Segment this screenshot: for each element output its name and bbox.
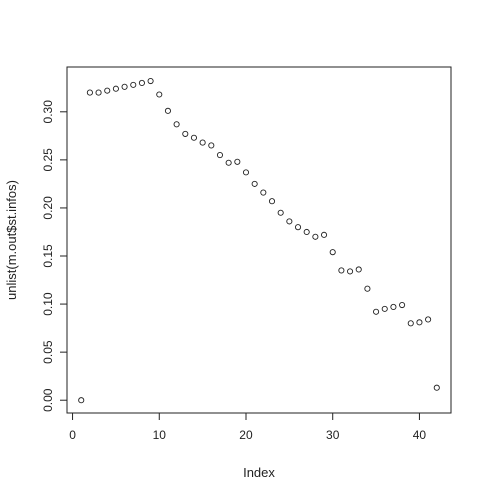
- x-tick-label: 10: [153, 428, 167, 442]
- data-point: [364, 285, 371, 292]
- data-point: [242, 169, 250, 176]
- x-axis: 0 10 20 30 40: [69, 412, 427, 442]
- data-point: [407, 320, 414, 327]
- y-axis-label: unlist(m.out$st.infos): [4, 180, 19, 300]
- data-point: [251, 180, 258, 187]
- x-tick-label: 0: [69, 428, 76, 442]
- data-point: [112, 85, 119, 92]
- y-tick-label: 0.00: [41, 388, 55, 412]
- data-point: [260, 189, 267, 196]
- data-point: [78, 397, 85, 404]
- y-tick-label: 0.25: [41, 148, 55, 172]
- data-point: [433, 384, 440, 391]
- data-point: [320, 231, 328, 238]
- data-point: [164, 107, 171, 114]
- data-point: [277, 209, 284, 216]
- data-point: [416, 319, 423, 326]
- data-point: [303, 228, 310, 236]
- data-point: [294, 224, 302, 231]
- data-point: [338, 267, 345, 274]
- data-point: [216, 152, 224, 159]
- data-point: [347, 268, 354, 275]
- data-point: [173, 121, 180, 128]
- data-point: [156, 91, 163, 98]
- data-point: [130, 81, 137, 88]
- data-point: [312, 233, 319, 240]
- y-tick-label: 0.10: [41, 292, 55, 316]
- data-point: [104, 87, 111, 94]
- data-point: [425, 316, 432, 323]
- y-tick-label: 0.30: [41, 100, 55, 124]
- data-point: [329, 249, 336, 256]
- data-point: [208, 142, 215, 149]
- data-point: [225, 159, 232, 166]
- data-point: [286, 218, 293, 225]
- x-tick-label: 40: [413, 428, 427, 442]
- data-point: [182, 130, 189, 137]
- data-point: [399, 301, 406, 309]
- y-axis: 0.00 0.05 0.10 0.15 0.20 0.25 0.30: [41, 100, 68, 412]
- data-point: [147, 77, 154, 85]
- data-point: [138, 79, 145, 87]
- data-point: [381, 305, 388, 312]
- y-tick-label: 0.15: [41, 244, 55, 268]
- data-points: [78, 77, 440, 404]
- data-point: [355, 266, 362, 273]
- x-axis-label: Index: [243, 465, 275, 480]
- data-point: [373, 308, 380, 315]
- data-point: [121, 83, 128, 90]
- x-tick-label: 20: [239, 428, 253, 442]
- y-tick-label: 0.20: [41, 196, 55, 220]
- data-point: [95, 89, 102, 96]
- data-point: [86, 89, 93, 96]
- data-point: [234, 158, 241, 165]
- data-point: [268, 198, 276, 205]
- plot-frame: [66, 66, 452, 414]
- x-tick-label: 30: [326, 428, 340, 442]
- data-point: [190, 134, 198, 141]
- y-tick-label: 0.05: [41, 340, 55, 364]
- data-point: [199, 139, 206, 146]
- data-point: [390, 303, 397, 311]
